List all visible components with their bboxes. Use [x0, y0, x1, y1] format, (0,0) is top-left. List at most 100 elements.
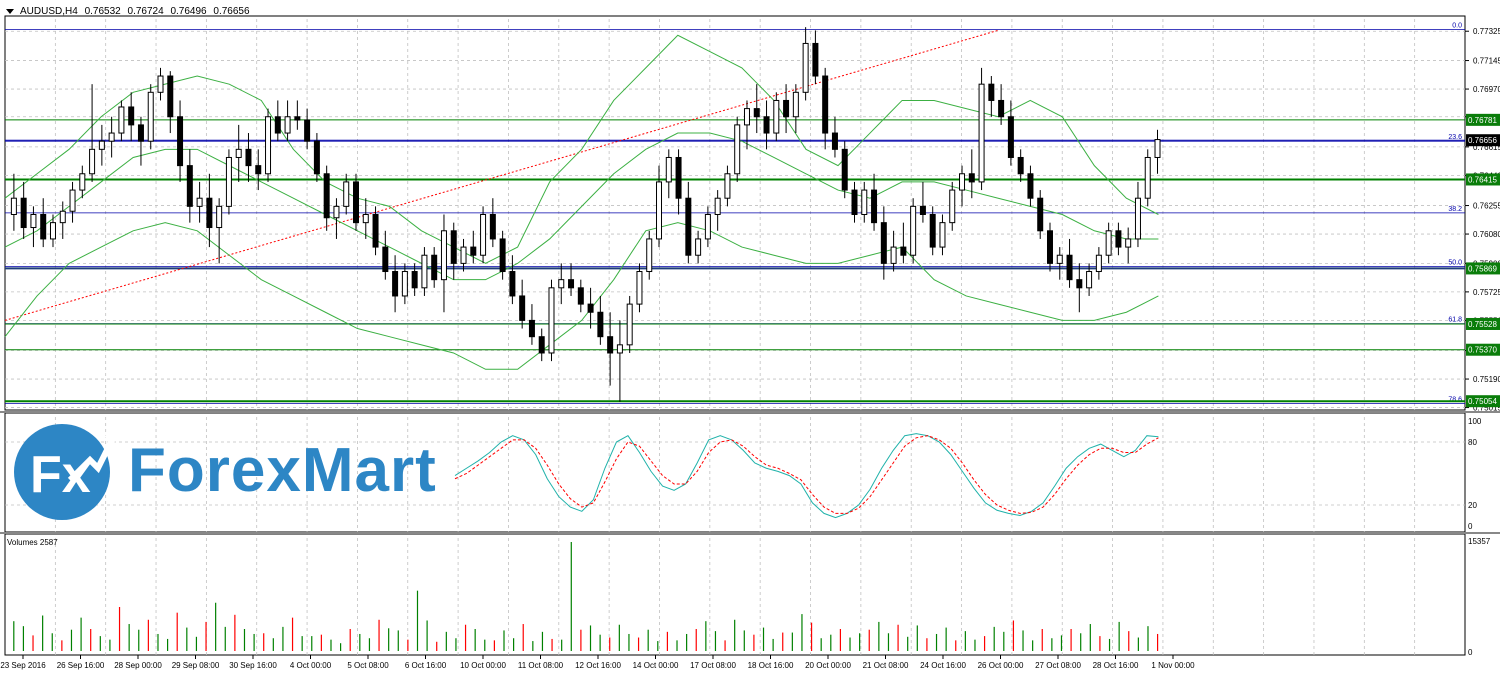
- price-label-text: 0.76781: [1468, 116, 1497, 125]
- y-tick-label: 0.75725: [1473, 288, 1500, 297]
- x-tick-label: 17 Oct 08:00: [690, 661, 736, 670]
- candle-body: [734, 124, 741, 175]
- candle-body: [40, 214, 47, 240]
- candle-body: [802, 42, 809, 93]
- candle-body: [431, 254, 438, 281]
- candle-body: [411, 271, 418, 289]
- dropdown-triangle-icon[interactable]: [6, 8, 14, 14]
- stochastic-signal-line: [454, 435, 1159, 514]
- x-tick-label: 18 Oct 16:00: [748, 661, 794, 670]
- candle-body: [577, 287, 584, 305]
- fibonacci-level-label: 61.8: [1448, 317, 1462, 324]
- bollinger-upper-line: [4, 34, 1159, 264]
- candle-body: [665, 156, 672, 183]
- candle-body: [440, 230, 447, 281]
- candle-body: [480, 214, 487, 256]
- candle-body: [1115, 230, 1122, 248]
- x-tick-label: 5 Oct 08:00: [347, 661, 389, 670]
- candle-body: [1154, 139, 1161, 158]
- candle-body: [421, 254, 428, 289]
- candle-body: [822, 75, 829, 134]
- candle-body: [636, 271, 643, 305]
- candle-body: [1086, 271, 1093, 289]
- volume-tick-label: 15357: [1468, 537, 1491, 546]
- y-tick-label: 0.75015: [1473, 404, 1500, 413]
- symbol-header: AUDUSD,H4 0.76532 0.76724 0.76496 0.7665…: [6, 6, 254, 17]
- candle-body: [519, 295, 526, 321]
- candle-body: [743, 108, 750, 126]
- logo-mark-text: Fx: [30, 446, 91, 504]
- volume-tick-label: 0: [1468, 648, 1473, 657]
- candle-body: [10, 197, 17, 215]
- candle-body: [1037, 197, 1044, 232]
- candle-body: [59, 210, 66, 224]
- logo-wordmark: ForexMart: [128, 436, 437, 505]
- price-label-text: 0.75370: [1468, 346, 1497, 355]
- price-label-box: [1466, 134, 1500, 147]
- stochastic-tick-label: 20: [1468, 501, 1477, 510]
- fibonacci-level-label: 23.6: [1448, 134, 1462, 141]
- price-label-text: 0.75054: [1468, 397, 1497, 406]
- candle-body: [225, 156, 232, 207]
- candle-body: [284, 116, 291, 134]
- symbol-name: AUDUSD,H4: [20, 6, 78, 17]
- candle-body: [616, 344, 623, 354]
- candle-body: [206, 197, 213, 229]
- candle-body: [118, 106, 125, 134]
- candle-body: [352, 181, 359, 224]
- candle-body: [401, 271, 408, 297]
- candle-body: [831, 132, 838, 150]
- candle-body: [245, 148, 252, 167]
- fibonacci-level-label: 0.0: [1452, 23, 1462, 30]
- candle-body: [98, 140, 105, 150]
- candle-body: [147, 91, 154, 142]
- candle-body: [714, 197, 721, 215]
- stochastic-main-line: [454, 433, 1159, 519]
- candle-body: [20, 197, 27, 229]
- candle-body: [49, 222, 56, 240]
- fibonacci-level-label: 50.0: [1448, 260, 1462, 267]
- candle-body: [450, 230, 457, 264]
- y-tick-label: 0.75190: [1473, 375, 1500, 384]
- candle-body: [89, 148, 96, 175]
- candle-body: [1125, 238, 1132, 248]
- candle-body: [1046, 230, 1053, 264]
- close-value: 0.76656: [213, 6, 250, 17]
- candle-body: [489, 214, 496, 240]
- candle-body: [255, 165, 262, 175]
- price-label-box: [1466, 343, 1500, 356]
- candle-body: [333, 205, 340, 219]
- bollinger-middle-line: [4, 132, 1159, 281]
- forexmart-logo: Fx ForexMart: [8, 420, 463, 520]
- candle-body: [949, 189, 956, 224]
- candle-body: [587, 303, 594, 313]
- candle-body: [186, 165, 193, 207]
- candle-body: [499, 238, 506, 273]
- candle-body: [235, 148, 242, 158]
- candle-body: [1134, 197, 1141, 240]
- x-tick-label: 30 Sep 16:00: [229, 661, 277, 670]
- x-tick-label: 11 Oct 08:00: [518, 661, 564, 670]
- candle-body: [470, 246, 477, 256]
- candle-body: [724, 173, 731, 199]
- candle-body: [216, 205, 223, 229]
- y-tick-label: 0.77145: [1473, 57, 1500, 66]
- x-tick-label: 26 Sep 16:00: [57, 661, 105, 670]
- candle-body: [568, 279, 575, 289]
- candle-body: [509, 271, 516, 297]
- price-label-text: 0.76415: [1468, 175, 1497, 184]
- stochastic-tick-label: 80: [1468, 438, 1477, 447]
- logo-mark-icon: Fx: [14, 424, 116, 520]
- candle-body: [108, 132, 115, 142]
- candle-body: [1007, 116, 1014, 158]
- candle-body: [1105, 230, 1112, 256]
- candle-body: [1056, 254, 1063, 264]
- candle-body: [695, 238, 702, 256]
- candle-body: [538, 336, 545, 354]
- low-value: 0.76496: [170, 6, 207, 17]
- candle-body: [783, 99, 790, 118]
- x-tick-label: 23 Sep 2016: [0, 661, 46, 670]
- candle-body: [998, 99, 1005, 118]
